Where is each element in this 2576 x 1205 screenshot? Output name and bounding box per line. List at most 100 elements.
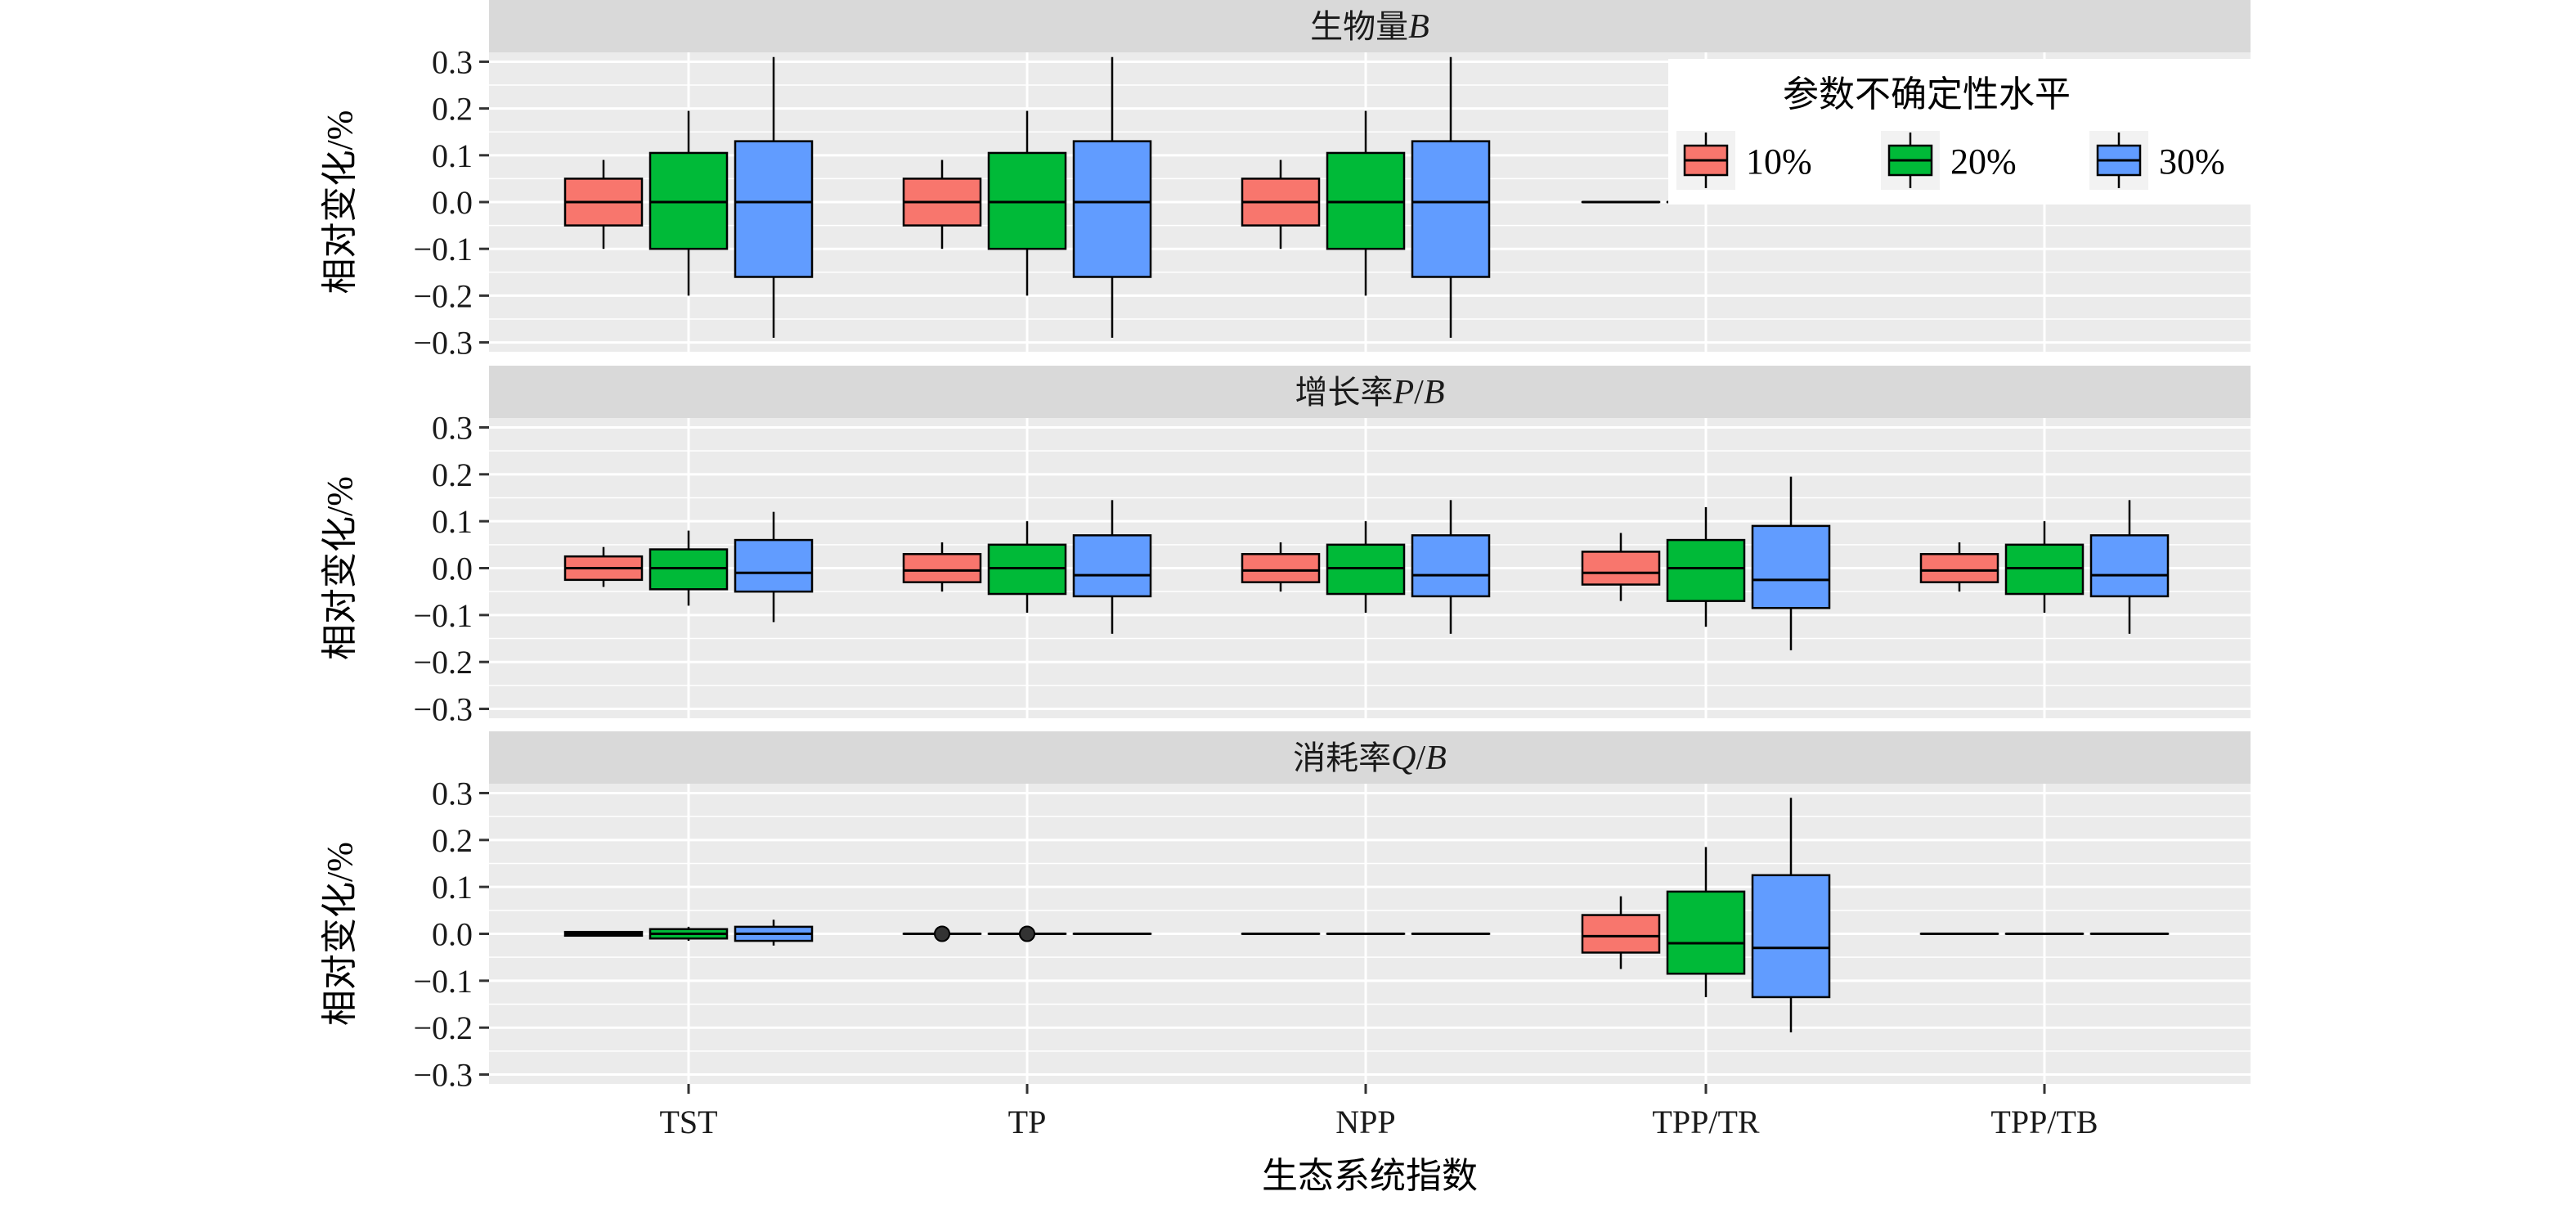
legend-label: 20% — [1950, 142, 2017, 182]
legend-key-30% — [2089, 131, 2148, 190]
box-TPP/TB-30% — [2089, 500, 2170, 634]
box-iqr — [1411, 534, 1491, 598]
y-axis-title: 相对变化/% — [319, 110, 361, 295]
box-TST-10% — [563, 930, 644, 937]
y-tick-label: −0.3 — [413, 1057, 473, 1094]
box-TPP/TR-20% — [1666, 506, 1746, 627]
box-iqr — [1751, 524, 1831, 609]
y-tick-label: 0.0 — [432, 916, 473, 953]
outlier-point — [1019, 925, 1035, 942]
y-tick-label: −0.2 — [413, 277, 473, 314]
legend: 参数不确定性水平 10% 20% 30% — [1668, 59, 2251, 205]
box-iqr — [1919, 553, 1999, 583]
facet-strip — [489, 0, 2251, 52]
y-tick-label: −0.2 — [413, 644, 473, 681]
box-iqr — [1411, 140, 1491, 278]
legend-label: 30% — [2159, 142, 2225, 182]
y-tick-label: 0.3 — [432, 775, 473, 812]
y-tick-label: 0.3 — [432, 409, 473, 446]
y-axis-title-text: 相对变化 — [319, 882, 361, 1026]
y-tick-label: 0.1 — [432, 137, 473, 174]
x-tick-label: TPP/TB — [1990, 1104, 2098, 1140]
box-TST-20% — [648, 530, 729, 606]
box-iqr — [1072, 140, 1152, 278]
y-tick-label: −0.3 — [413, 691, 473, 728]
box-TP-30% — [1072, 56, 1152, 338]
y-tick-label: 0.2 — [432, 91, 473, 128]
y-tick-label: 0.0 — [432, 184, 473, 221]
facet-title: 消耗率Q/B — [1293, 740, 1447, 777]
legend-title: 参数不确定性水平 — [1783, 74, 2071, 115]
y-axis-title: 相对变化/% — [319, 842, 361, 1026]
x-tick-label: NPP — [1335, 1104, 1395, 1140]
x-tick-label: TP — [1008, 1104, 1047, 1140]
box-iqr — [734, 538, 814, 593]
facet-title-symbol: P — [1393, 374, 1415, 411]
box-TP-20% — [987, 521, 1067, 613]
facet-title-symbol: Q — [1391, 740, 1416, 777]
y-tick-label: −0.2 — [413, 1009, 473, 1046]
box-TST-30% — [734, 56, 814, 338]
legend-key-10% — [1676, 131, 1735, 190]
x-axis-title: 生态系统指数 — [1262, 1155, 1478, 1197]
y-tick-label: 0.1 — [432, 869, 473, 906]
box-iqr — [2089, 534, 2170, 598]
box-TPP/TB-10% — [1919, 542, 1999, 592]
facet-title-symbol2: B — [1424, 374, 1445, 411]
box-TST-20% — [648, 110, 729, 296]
facet-title: 生物量B — [1310, 8, 1429, 46]
y-axis-title-text: 相对变化 — [319, 150, 361, 294]
facet-title-symbol2: B — [1425, 740, 1447, 777]
box-iqr — [1581, 551, 1661, 586]
box-TPP/TR-20% — [1666, 847, 1746, 997]
x-tick-label: TST — [659, 1104, 717, 1140]
box-NPP-10% — [1241, 160, 1321, 250]
y-axis-title-unit: /% — [320, 476, 360, 516]
box-iqr — [1666, 890, 1746, 975]
legend-background — [1668, 59, 2251, 205]
y-tick-label: 0.0 — [432, 551, 473, 587]
box-NPP-30% — [1411, 500, 1491, 634]
facet-title-text: 增长率 — [1295, 374, 1393, 411]
box-iqr — [1666, 538, 1746, 602]
box-TPP/TR-10% — [1581, 533, 1661, 601]
y-tick-label: −0.1 — [413, 231, 473, 268]
box-NPP-10% — [1241, 542, 1321, 592]
box-TP-20% — [987, 110, 1067, 296]
box-TST-20% — [648, 926, 729, 942]
facet-strip — [489, 731, 2251, 784]
box-TP-30% — [1072, 500, 1152, 634]
box-TPP/TB-20% — [2004, 521, 2085, 613]
y-tick-label: 0.3 — [432, 43, 473, 80]
box-NPP-30% — [1411, 56, 1491, 338]
box-TST-10% — [563, 160, 644, 250]
box-TP-20% — [987, 925, 1067, 942]
facet-title-text: 消耗率 — [1293, 740, 1391, 777]
box-NPP-20% — [1326, 110, 1406, 296]
outlier-point — [934, 925, 950, 942]
box-iqr — [1072, 534, 1152, 598]
box-TPP/TR-10% — [1581, 896, 1661, 969]
y-axis-title: 相对变化/% — [319, 476, 361, 660]
box-TPP/TR-30% — [1751, 476, 1831, 650]
facet-title-slash: / — [1416, 740, 1426, 777]
box-NPP-20% — [1326, 521, 1406, 613]
box-iqr — [902, 553, 982, 583]
y-tick-label: 0.2 — [432, 456, 473, 493]
y-axis-title-text: 相对变化 — [319, 516, 361, 660]
box-iqr — [1751, 874, 1831, 999]
box-TP-10% — [902, 160, 982, 250]
y-tick-label: −0.1 — [413, 597, 473, 634]
facet-strip — [489, 366, 2251, 418]
box-TPP/TR-30% — [1751, 798, 1831, 1032]
box-TST-30% — [734, 919, 814, 946]
facet-title: 增长率P/B — [1295, 374, 1445, 411]
box-iqr — [734, 140, 814, 278]
facet-title-symbol: B — [1408, 8, 1429, 46]
box-iqr — [1241, 553, 1321, 583]
y-axis-title-unit: /% — [320, 842, 360, 882]
legend-key-20% — [1881, 131, 1940, 190]
facet-title-slash: / — [1414, 374, 1424, 411]
y-tick-label: 0.2 — [432, 822, 473, 859]
